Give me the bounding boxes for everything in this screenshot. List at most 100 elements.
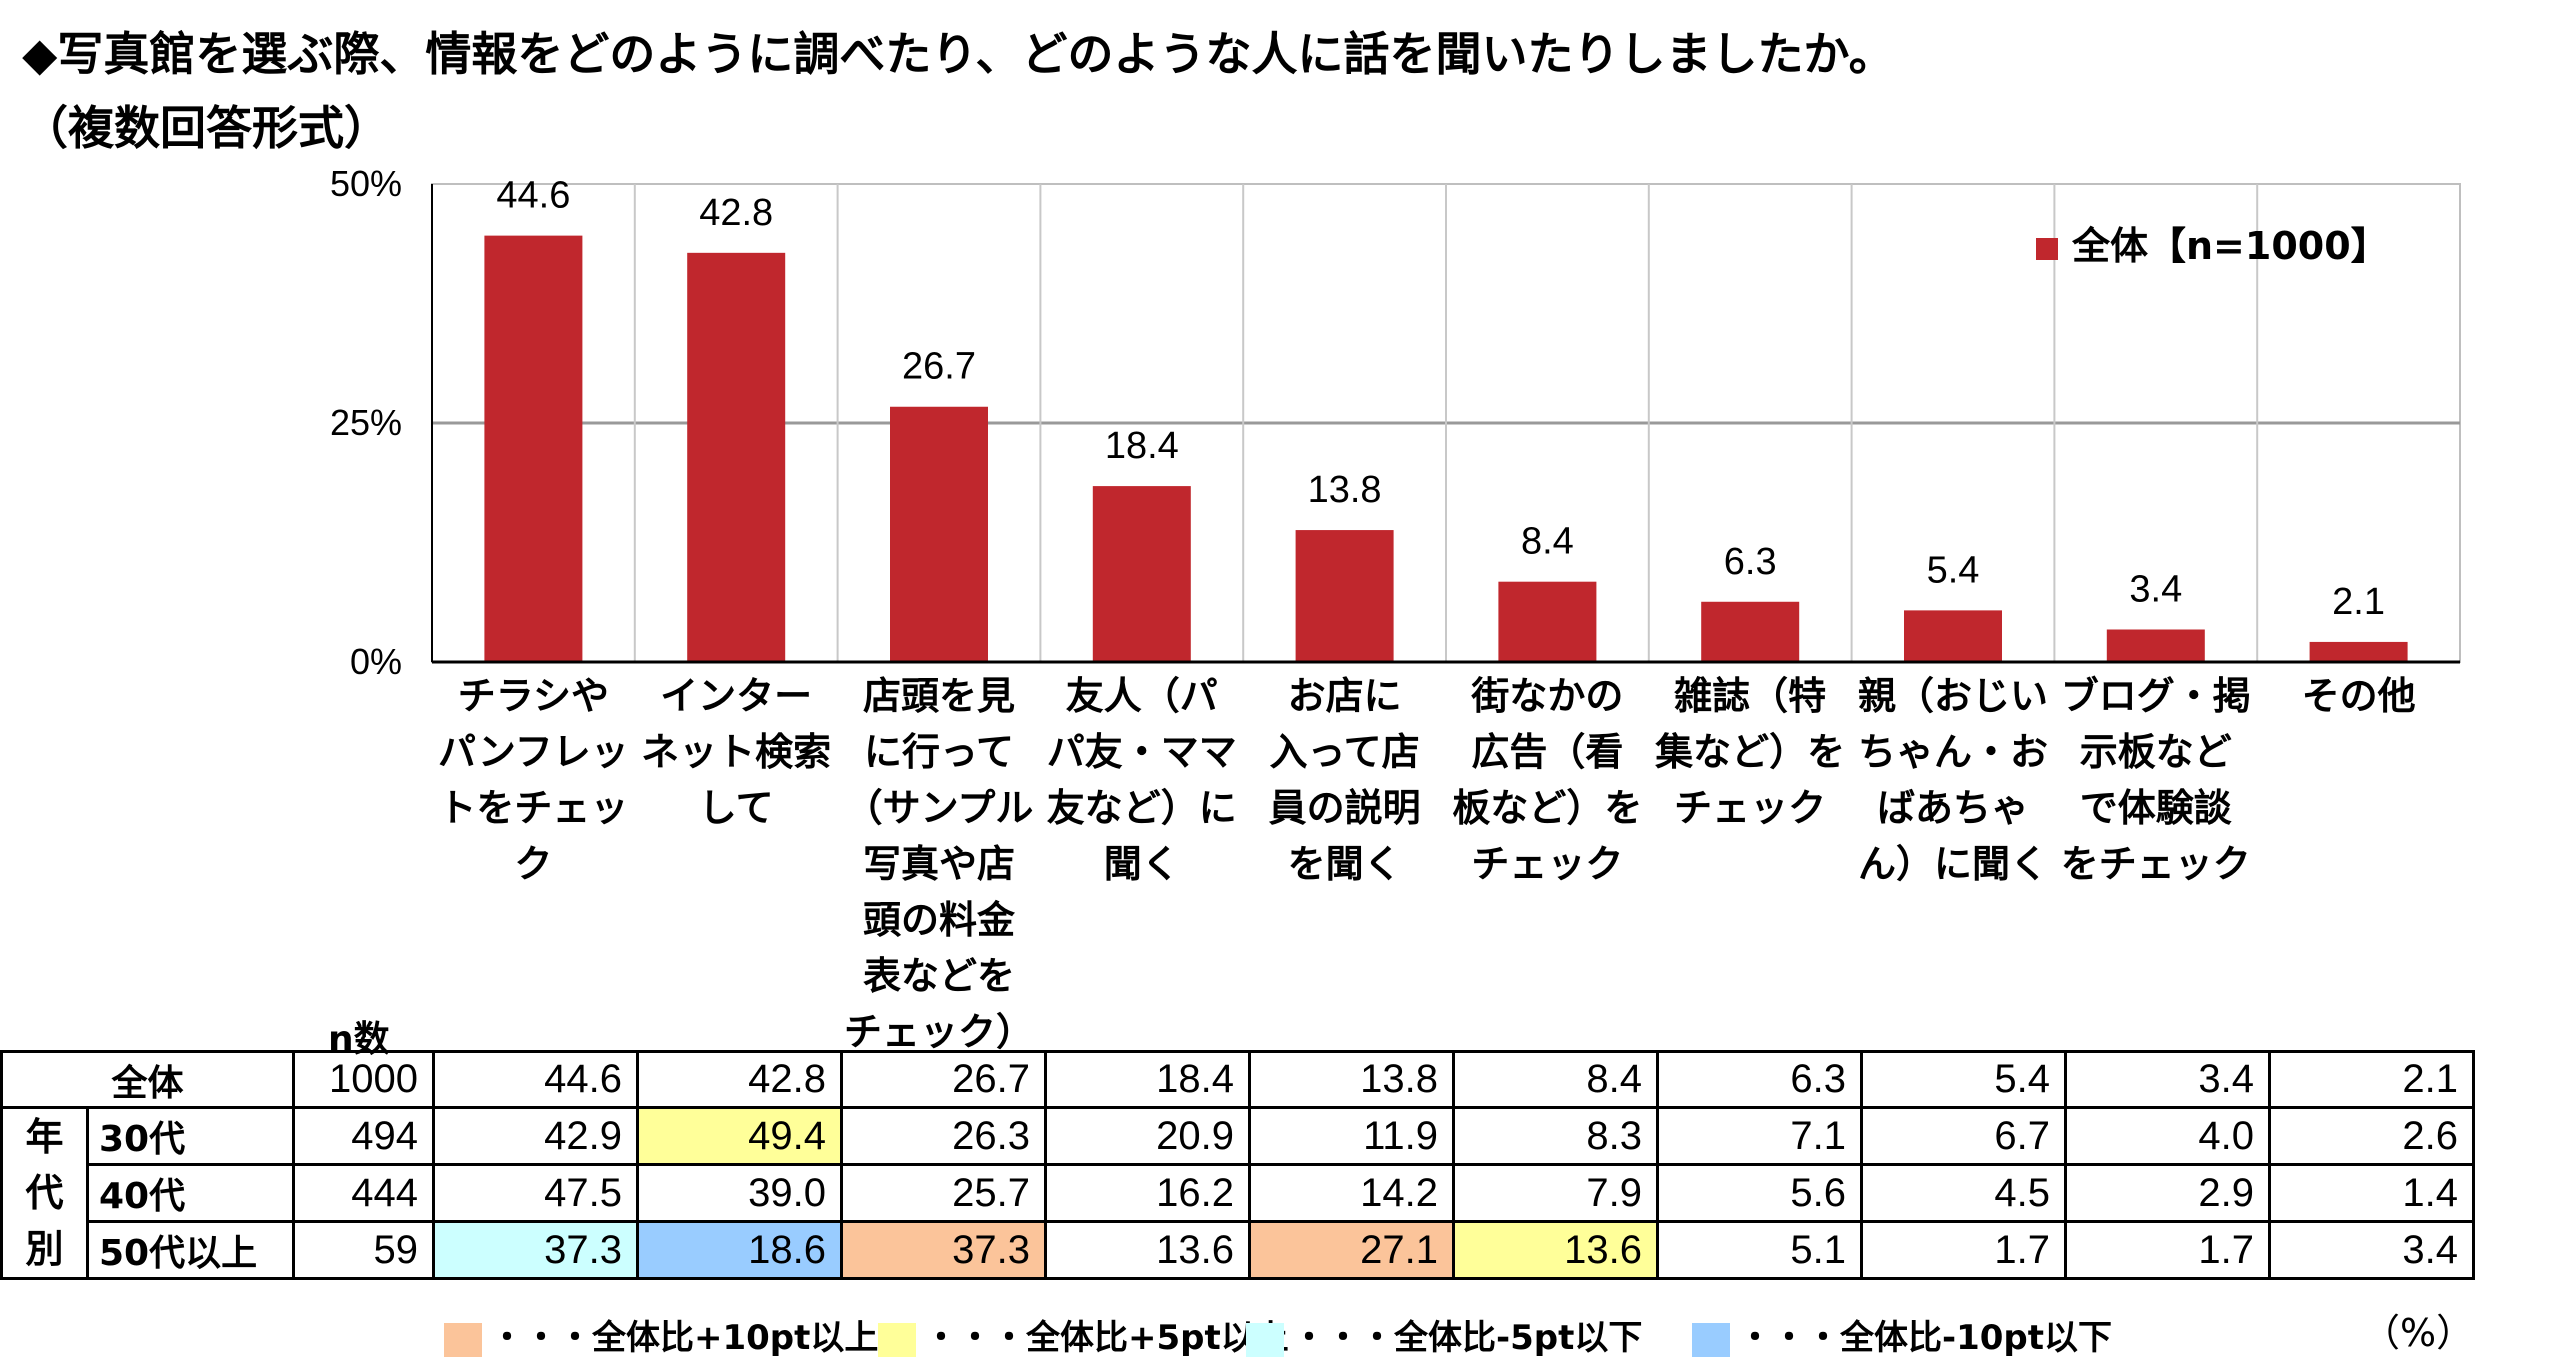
key-label: ・・・全体比+5pt以上 bbox=[924, 1318, 1289, 1358]
n-cell: 1000 bbox=[292, 1050, 435, 1109]
value-cell: 13.6 bbox=[1044, 1220, 1251, 1280]
bar bbox=[1498, 581, 1597, 662]
value-cell: 1.4 bbox=[2268, 1163, 2475, 1223]
data-label: 2.1 bbox=[2332, 581, 2385, 623]
value-cell: 4.5 bbox=[1860, 1163, 2067, 1223]
legend-swatch bbox=[2036, 237, 2058, 260]
y-tick-label: 0% bbox=[350, 641, 402, 682]
value-cell: 18.6 bbox=[636, 1220, 843, 1280]
category-label: ブログ・掲 示板など で体験談 をチェック bbox=[2060, 674, 2251, 886]
value-cell: 18.4 bbox=[1044, 1050, 1251, 1109]
value-cell: 49.4 bbox=[636, 1106, 843, 1166]
row-label: 30代 bbox=[86, 1106, 295, 1166]
value-cell: 13.8 bbox=[1248, 1050, 1455, 1109]
table-row: 40代 444 47.5 39.0 25.7 16.2 14.2 7.9 5.6 4.5 2.9 1.… bbox=[2, 1163, 2475, 1223]
value-cell: 3.4 bbox=[2064, 1050, 2271, 1109]
legend: 全体【n=1000】 bbox=[2036, 215, 2389, 270]
value-cell: 26.7 bbox=[840, 1050, 1047, 1109]
value-cell: 14.2 bbox=[1248, 1163, 1455, 1223]
bar bbox=[484, 235, 583, 662]
value-cell: 6.3 bbox=[1656, 1050, 1863, 1109]
category-label: お店に 入って店 員の説明 を聞く bbox=[1268, 674, 1421, 886]
row-label: 全体 bbox=[0, 1050, 295, 1109]
bar bbox=[1295, 530, 1394, 662]
value-cell: 44.6 bbox=[432, 1050, 639, 1109]
data-label: 5.4 bbox=[1927, 549, 1980, 591]
table-row: 年代別 30代 494 42.9 49.4 26.3 20.9 11.9 8.3 7.1 6.7 4.… bbox=[0, 1106, 2475, 1280]
category-label: 親（おじい ちゃん・お ばあちゃ ん）に聞く bbox=[1857, 674, 2048, 886]
value-cell: 27.1 bbox=[1248, 1220, 1455, 1280]
n-cell: 444 bbox=[292, 1163, 435, 1223]
bar-chart: 44.6 42.8 26.7 18.4 13.8 8.4 6.3 5.4 3.4 2.1 50% 2… bbox=[330, 163, 2461, 682]
value-cell: 1.7 bbox=[2064, 1220, 2271, 1280]
bar bbox=[2309, 641, 2408, 662]
key-item: ・・・全体比+5pt以上 bbox=[878, 1310, 1289, 1359]
data-label: 18.4 bbox=[1105, 425, 1179, 467]
bar bbox=[1092, 486, 1191, 662]
key-item: ・・・全体比-5pt以下 bbox=[1246, 1310, 1642, 1359]
bar bbox=[890, 406, 988, 662]
category-label: チラシや パンフレッ トをチェック bbox=[438, 674, 629, 886]
value-cell: 39.0 bbox=[636, 1163, 843, 1223]
value-cell: 26.3 bbox=[840, 1106, 1047, 1166]
key-label: ・・・全体比-5pt以下 bbox=[1292, 1318, 1643, 1358]
value-cell: 42.8 bbox=[636, 1050, 843, 1109]
key-item: ・・・全体比+10pt以上 bbox=[444, 1310, 878, 1359]
value-cell: 47.5 bbox=[432, 1163, 639, 1223]
key-swatch bbox=[1246, 1322, 1284, 1357]
data-label: 26.7 bbox=[902, 346, 976, 388]
y-tick-label: 25% bbox=[330, 402, 402, 443]
value-cell: 6.7 bbox=[1860, 1106, 2067, 1166]
value-cell: 16.2 bbox=[1044, 1163, 1251, 1223]
age-group-label: 年代別 bbox=[0, 1106, 89, 1280]
data-label: 6.3 bbox=[1724, 541, 1777, 583]
table-row: 50代以上 59 37.3 18.6 37.3 13.6 27.1 13.6 5.1 1.7 1.7… bbox=[2, 1220, 2475, 1280]
bar bbox=[687, 252, 786, 662]
category-label: インター ネット検索 して bbox=[641, 674, 832, 830]
n-cell: 494 bbox=[292, 1106, 435, 1166]
value-cell: 8.4 bbox=[1452, 1050, 1659, 1109]
table-row: 全体 1000 44.6 42.8 26.7 18.4 13.8 8.4 6.3 5.4 3.4 2.… bbox=[0, 1050, 2475, 1109]
value-cell: 37.3 bbox=[432, 1220, 639, 1280]
value-cell: 5.6 bbox=[1656, 1163, 1863, 1223]
value-cell: 7.1 bbox=[1656, 1106, 1863, 1166]
category-label: 店頭を見 に行って （サンプル 写真や店 頭の料金 表などを チェック） bbox=[843, 674, 1034, 1054]
chart-title: ◆写真館を選ぶ際、情報をどのように調べたり、どのような人に話を聞いたりしましたか… bbox=[22, 27, 1895, 81]
chart-subtitle: （複数回答形式） bbox=[22, 101, 390, 155]
y-tick-label: 50% bbox=[330, 163, 402, 204]
key-swatch bbox=[444, 1322, 482, 1357]
category-label: 雑誌（特 集など）を チェック bbox=[1655, 674, 1846, 830]
category-label: その他 bbox=[2301, 674, 2416, 718]
value-cell: 2.6 bbox=[2268, 1106, 2475, 1166]
data-label: 13.8 bbox=[1308, 469, 1382, 511]
category-label: 街なかの 広告（看 板など）を チェック bbox=[1452, 674, 1643, 886]
key-swatch bbox=[878, 1322, 916, 1357]
data-label: 8.4 bbox=[1521, 521, 1574, 563]
bar bbox=[2106, 629, 2205, 662]
key-label: ・・・全体比-10pt以下 bbox=[1738, 1318, 2113, 1358]
value-cell: 5.1 bbox=[1656, 1220, 1863, 1280]
value-cell: 11.9 bbox=[1248, 1106, 1455, 1166]
value-cell: 1.7 bbox=[1860, 1220, 2067, 1280]
key-label: ・・・全体比+10pt以上 bbox=[490, 1318, 879, 1358]
unit-label: （%） bbox=[2362, 1311, 2475, 1355]
row-label: 50代以上 bbox=[86, 1220, 295, 1280]
data-table: 全体 1000 44.6 42.8 26.7 18.4 13.8 8.4 6.3 5.4 3.4 2.… bbox=[0, 1050, 2475, 1280]
bar bbox=[1701, 601, 1800, 662]
data-label: 44.6 bbox=[496, 175, 570, 217]
value-cell: 5.4 bbox=[1860, 1050, 2067, 1109]
value-cell: 20.9 bbox=[1044, 1106, 1251, 1166]
value-cell: 42.9 bbox=[432, 1106, 639, 1166]
value-cell: 4.0 bbox=[2064, 1106, 2271, 1166]
legend-label: 全体【n=1000】 bbox=[2072, 224, 2389, 268]
row-label: 40代 bbox=[86, 1163, 295, 1223]
value-cell: 7.9 bbox=[1452, 1163, 1659, 1223]
value-cell: 37.3 bbox=[840, 1220, 1047, 1280]
n-cell: 59 bbox=[292, 1220, 435, 1280]
data-label: 42.8 bbox=[699, 192, 773, 234]
value-cell: 25.7 bbox=[840, 1163, 1047, 1223]
value-cell: 2.9 bbox=[2064, 1163, 2271, 1223]
value-cell: 13.6 bbox=[1452, 1220, 1659, 1280]
key-swatch bbox=[1692, 1322, 1730, 1357]
category-label: 友人（パ パ友・ママ 友など）に 聞く bbox=[1046, 674, 1237, 886]
